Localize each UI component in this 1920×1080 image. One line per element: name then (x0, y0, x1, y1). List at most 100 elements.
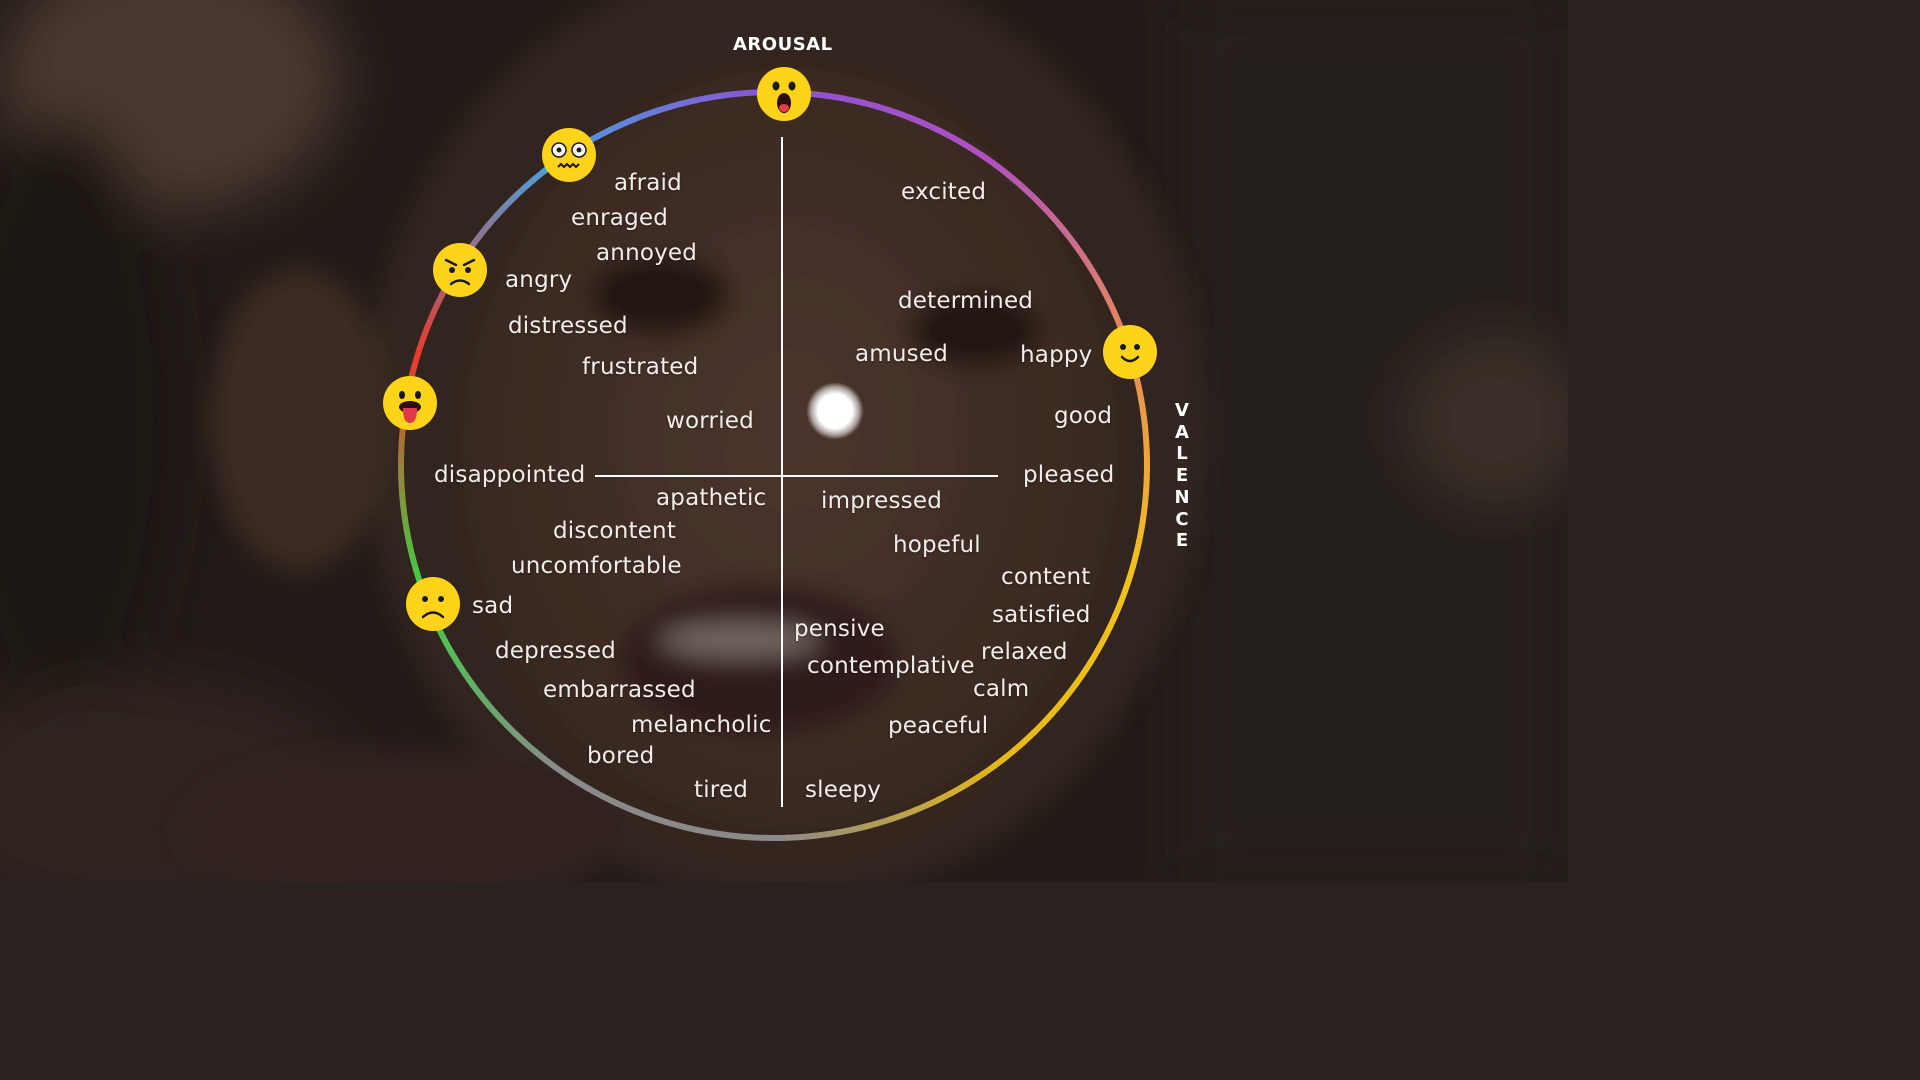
emotion-pleased[interactable]: pleased (1023, 462, 1115, 488)
wheel-ring-segment (910, 115, 927, 127)
emotion-disappointed[interactable]: disappointed (434, 462, 586, 488)
emotion-frustrated[interactable]: frustrated (582, 354, 699, 380)
emotion-relaxed[interactable]: relaxed (981, 639, 1068, 665)
emoji-brow (444, 258, 458, 267)
wheel-ring-segment (398, 490, 407, 507)
wheel-ring-segment (823, 92, 840, 101)
wheel-ring-segment (708, 829, 725, 838)
wheel-ring-segment (825, 829, 842, 838)
wheel-ring-segment (409, 554, 419, 571)
emotion-peaceful[interactable]: peaceful (888, 713, 989, 739)
happy-face-icon (1103, 325, 1157, 379)
wheel-ring-segment (681, 97, 698, 107)
emoji-tongue (403, 408, 417, 423)
wheel-ring-segment (1117, 589, 1128, 606)
wheel-ring-segment (401, 516, 410, 533)
wheel-ring-segment (1105, 298, 1118, 315)
selection-dot[interactable] (806, 382, 864, 440)
wheel-ring-segment (786, 833, 803, 841)
emotion-amused[interactable]: amused (855, 341, 949, 367)
wheel-ring-segment (493, 203, 508, 219)
emotion-calm[interactable]: calm (973, 676, 1030, 702)
emotion-annoyed[interactable]: annoyed (596, 240, 698, 266)
emoji-face (542, 128, 596, 182)
emotion-content[interactable]: content (1001, 564, 1091, 590)
emotion-bored[interactable]: bored (587, 743, 655, 769)
emotion-happy[interactable]: happy (1020, 342, 1093, 368)
wheel-ring-segment (1129, 552, 1140, 569)
emotion-impressed[interactable]: impressed (821, 488, 943, 514)
emotion-excited[interactable]: excited (901, 179, 987, 205)
emoji-mouth (1120, 355, 1140, 363)
wheel-ring-segment (957, 138, 974, 152)
wheel-ring-segment (1011, 738, 1028, 754)
emoji-eye (1134, 344, 1140, 350)
wheel-ring-segment (494, 712, 510, 728)
wheel-ring-segment (1072, 242, 1086, 259)
emotion-uncomfortable[interactable]: uncomfortable (511, 553, 682, 579)
wheel-ring-segment (655, 103, 673, 114)
emoji-mouth (421, 611, 445, 619)
fearful-face-icon (542, 128, 596, 182)
emoji-brow (462, 258, 476, 267)
wheel-ring-segment (436, 627, 449, 644)
wheel-ring-segment (683, 824, 699, 834)
emotion-sleepy[interactable]: sleepy (805, 777, 882, 803)
wheel-ring-segment (810, 90, 827, 99)
emotion-embarrassed[interactable]: embarrassed (543, 677, 696, 703)
wheel-ring-segment (532, 748, 548, 763)
wheel-ring-segment (1029, 193, 1045, 208)
wheel-ring-segment (435, 288, 448, 305)
wheel-ring-segment (1125, 565, 1136, 582)
wheel-ring-segment (520, 176, 537, 192)
wheel-ring-segment (1073, 670, 1087, 687)
emotion-contemplative[interactable]: contemplative (807, 653, 975, 679)
wheel-ring-segment (586, 785, 603, 798)
emoji-eye (422, 596, 428, 602)
wheel-ring-segment (530, 168, 547, 183)
wheel-ring-segment (1138, 397, 1147, 414)
emotion-worried[interactable]: worried (666, 408, 754, 434)
emoji-eye (465, 267, 471, 273)
emotion-tired[interactable]: tired (694, 777, 749, 803)
wheel-ring-segment (607, 121, 624, 134)
wheel-ring-segment (1064, 231, 1079, 248)
wheel-ring-segment (898, 111, 915, 122)
wheel-ring-segment (609, 797, 626, 810)
wheel-ring-segment (512, 731, 528, 746)
emotion-discontent[interactable]: discontent (553, 518, 677, 544)
wheel-ring-segment (621, 803, 638, 815)
emotion-depressed[interactable]: depressed (495, 638, 616, 664)
emotion-apathetic[interactable]: apathetic (656, 485, 767, 511)
background-photo (0, 0, 1568, 882)
emoji-eye (1120, 344, 1126, 350)
wheel-ring-segment (1143, 475, 1150, 492)
wheel-ring-segment (693, 94, 710, 104)
wheel-ring-segment (502, 194, 517, 210)
wheel-ring-segment (970, 770, 986, 784)
emotion-angry[interactable]: angry (505, 267, 573, 293)
emotion-determined[interactable]: determined (898, 288, 1034, 314)
emotion-hopeful[interactable]: hopeful (893, 532, 981, 558)
wheel-ring-segment (886, 106, 903, 118)
wheel-ring-segment (1000, 167, 1016, 182)
emotion-afraid[interactable]: afraid (614, 170, 682, 196)
wheel-ring-segment (838, 826, 855, 836)
wheel-ring-segment (1021, 729, 1037, 745)
emotion-melancholic[interactable]: melancholic (631, 712, 772, 738)
wheel-ring-segment (1112, 601, 1124, 618)
emotion-satisfied[interactable]: satisfied (992, 602, 1091, 628)
emotion-pensive[interactable]: pensive (794, 616, 885, 642)
emotion-good[interactable]: good (1054, 403, 1113, 429)
wheel-ring-segment (631, 111, 648, 123)
wheel-ring-segment (958, 777, 975, 791)
emotion-enraged[interactable]: enraged (571, 205, 669, 231)
emoji-eye (772, 81, 780, 91)
wheel-ring-segment (1048, 701, 1064, 717)
emotion-sad[interactable]: sad (472, 593, 514, 619)
wheel-ring-segment (979, 152, 996, 166)
wheel-ring-segment (1140, 501, 1149, 518)
emotion-distressed[interactable]: distressed (508, 313, 628, 339)
wheel-ring-segment (1040, 711, 1055, 727)
wheel-ring-segment (1086, 264, 1100, 281)
